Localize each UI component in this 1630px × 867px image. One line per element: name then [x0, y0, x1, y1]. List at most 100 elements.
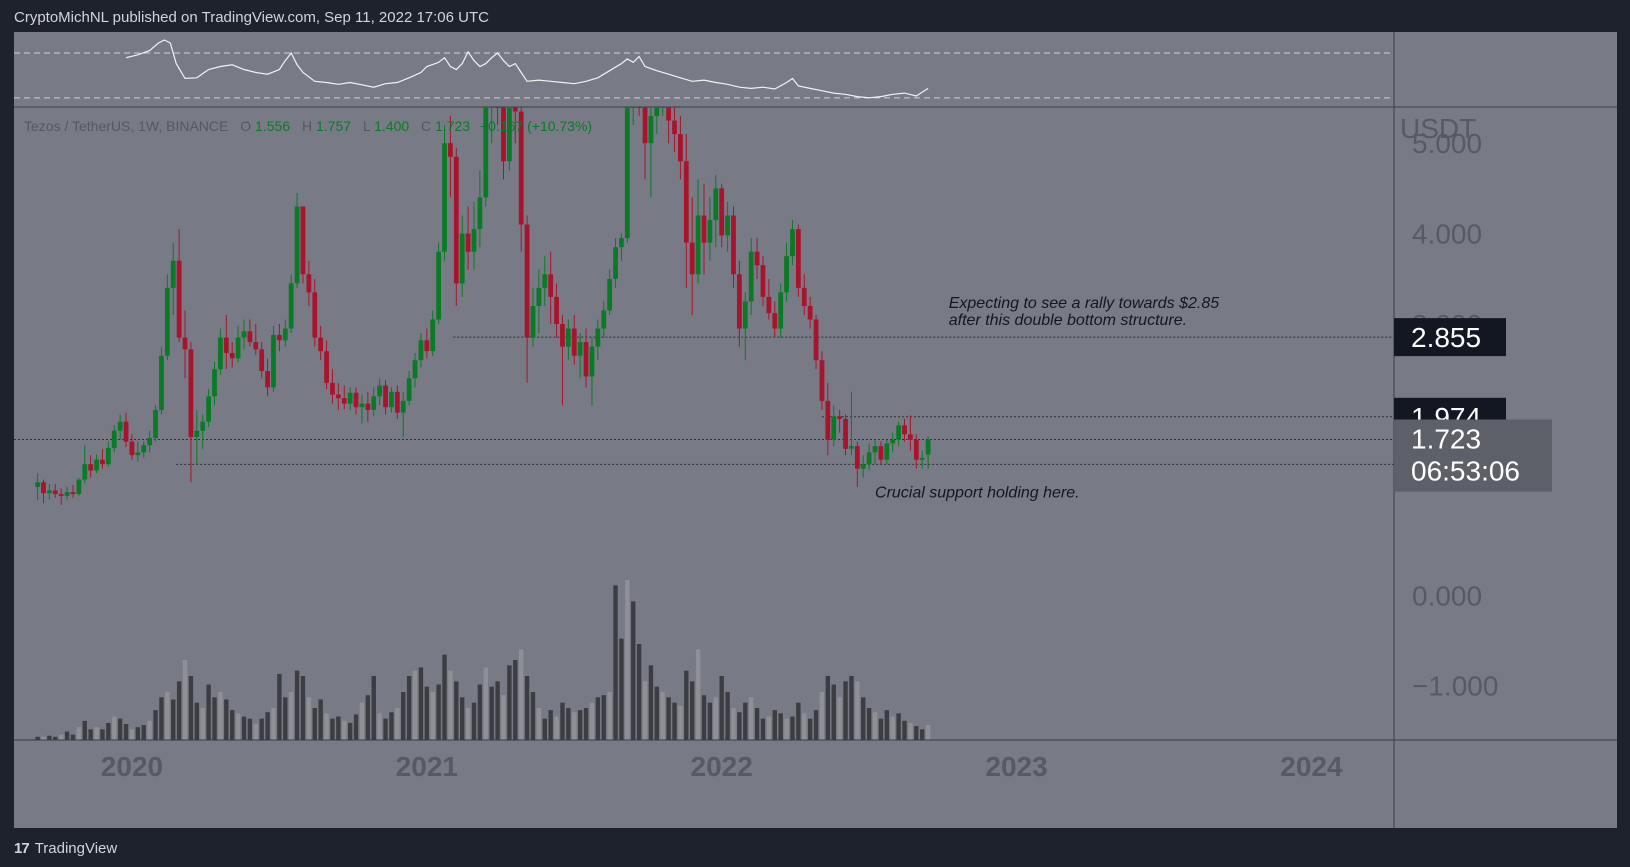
candle-body — [324, 351, 329, 383]
volume-bar — [448, 670, 453, 740]
volume-bars — [35, 580, 931, 740]
volume-bar — [188, 676, 194, 740]
candle-body — [689, 242, 695, 275]
volume-bar — [41, 736, 46, 740]
volume-bar — [259, 718, 264, 740]
volume-bar — [884, 710, 890, 740]
volume-bar — [64, 731, 70, 740]
volume-bar — [890, 716, 895, 740]
chart-background — [14, 32, 1617, 828]
candle-body — [695, 215, 701, 275]
candle-body — [795, 229, 801, 288]
volume-bar — [548, 710, 553, 740]
candle-body — [100, 459, 105, 465]
volume-bar — [631, 601, 636, 740]
volume-bar — [318, 699, 323, 740]
volume-bar — [194, 702, 200, 740]
volume-bar — [878, 718, 884, 740]
candle-body — [241, 331, 247, 338]
candle-body — [229, 352, 235, 359]
x-tick-label: 2021 — [396, 751, 458, 782]
volume-bar — [253, 724, 258, 740]
candle-body — [766, 296, 772, 314]
candle-body — [35, 482, 40, 487]
volume-bar — [560, 702, 565, 740]
volume-bar — [613, 585, 618, 740]
volume-bar — [896, 713, 901, 740]
volume-bar — [300, 676, 306, 740]
footer-brand[interactable]: 17 TradingView — [14, 840, 117, 857]
x-tick-label: 2024 — [1280, 751, 1343, 782]
candle-body — [754, 251, 760, 266]
volume-bar — [200, 708, 205, 740]
volume-bar — [47, 735, 52, 740]
volume-bar — [312, 708, 317, 740]
volume-bar — [719, 676, 724, 740]
countdown-text: 06:53:06 — [1411, 456, 1520, 487]
annotations: Expecting to see a rally towards $2.85af… — [875, 295, 1219, 502]
candle-body — [660, 107, 666, 108]
volume-bar — [748, 697, 754, 740]
candle-body — [571, 328, 577, 356]
candle-body — [748, 251, 754, 302]
legend-open-label: O — [240, 118, 251, 134]
volume-bar — [241, 716, 247, 740]
candle-body — [501, 107, 506, 162]
candle-body — [294, 206, 300, 284]
candle-body — [164, 287, 170, 356]
annotation-text-0: Expecting to see a rally towards $2.85 — [949, 295, 1219, 312]
legend-low-label: L — [363, 118, 371, 134]
volume-bar — [743, 702, 748, 740]
volume-bar — [501, 695, 506, 740]
indicator-line — [125, 39, 929, 99]
y-tick-label: 0.000 — [1412, 580, 1482, 611]
x-tick-label: 2020 — [101, 751, 163, 782]
volume-bar — [766, 716, 772, 740]
volume-bar — [914, 726, 919, 740]
candle-body — [908, 434, 913, 440]
candle-body — [406, 378, 412, 401]
volume-bar — [141, 725, 146, 740]
volume-bar — [483, 667, 488, 740]
candle-body — [489, 107, 495, 108]
volume-bar — [35, 736, 40, 740]
volume-bar — [224, 699, 229, 740]
volume-bar — [642, 681, 648, 740]
volume-bar — [524, 676, 530, 740]
candle-body — [819, 360, 825, 401]
volume-bar — [920, 729, 925, 740]
candle-body — [271, 334, 276, 388]
volume-bar — [737, 712, 742, 740]
volume-bar — [371, 676, 376, 740]
volume-bar — [306, 697, 312, 740]
volume-bar — [454, 681, 459, 740]
volume-bar — [460, 697, 465, 740]
volume-bar — [701, 695, 707, 740]
volume-bar — [153, 710, 158, 740]
tradingview-logo-icon: 17 — [14, 840, 30, 857]
candle-body — [182, 337, 188, 350]
volume-bar — [796, 702, 801, 740]
candle-body — [801, 287, 807, 306]
volume-bar — [430, 692, 435, 740]
candle-body — [919, 457, 925, 460]
candle-body — [477, 197, 483, 230]
candle-body — [188, 349, 194, 438]
volume-bar — [336, 716, 341, 740]
chart-svg[interactable]: Expecting to see a rally towards $2.85af… — [14, 32, 1617, 828]
volume-bar — [601, 695, 606, 740]
svg-text:Tezos / TetherUS, 1W, BINANCE: Tezos / TetherUS, 1W, BINANCE O 1.556 H … — [24, 118, 592, 134]
volume-bar — [566, 708, 571, 740]
candle-body — [259, 349, 265, 372]
candle-body — [813, 319, 819, 361]
candle-body — [394, 391, 400, 413]
volume-bar — [442, 654, 447, 740]
chart-frame[interactable]: Expecting to see a rally towards $2.85 af… — [14, 32, 1617, 828]
candle-body — [76, 479, 82, 495]
candle-body — [442, 143, 447, 252]
candle-body — [459, 233, 465, 284]
candle-body — [253, 342, 259, 350]
candle-body — [153, 409, 158, 438]
legend-close-value: 1.723 — [435, 118, 470, 134]
candle-body — [666, 107, 672, 121]
